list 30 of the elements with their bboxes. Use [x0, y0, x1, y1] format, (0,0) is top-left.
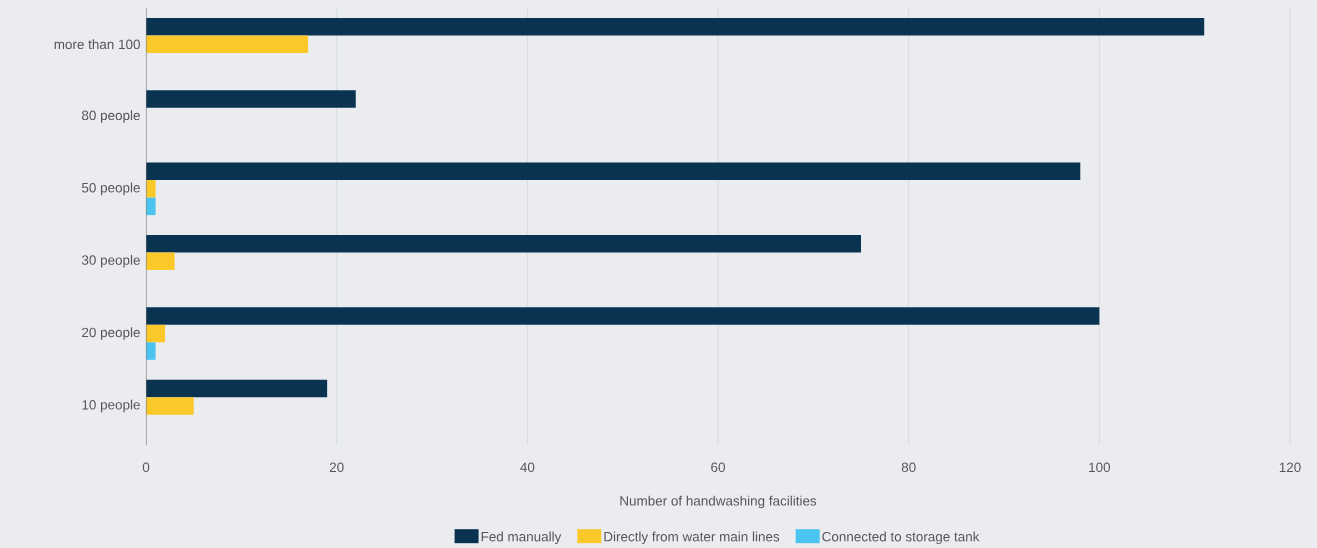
bar [146, 342, 156, 360]
x-tick-label: 100 [1089, 462, 1111, 473]
legend-label: Directly from water main lines [604, 531, 780, 545]
bar [146, 90, 356, 108]
bar [146, 379, 328, 398]
y-tick-label: 50 people [81, 182, 140, 196]
x-tick-label: 60 [711, 462, 725, 473]
y-tick-label: 10 people [82, 399, 140, 413]
bar [146, 324, 166, 343]
x-axis-title: Number of handwashing facilities [620, 495, 817, 509]
bar [146, 35, 309, 53]
y-tick-label: more than 100 [54, 39, 140, 50]
bar [146, 252, 175, 270]
x-tick-label: 0 [142, 462, 150, 473]
legend-label: Fed manually [481, 531, 562, 545]
bar [146, 397, 194, 415]
bar [146, 307, 1100, 325]
bar [146, 162, 1081, 181]
y-tick-label: 20 people [82, 327, 140, 340]
x-tick-label: 40 [520, 462, 535, 473]
x-tick-label: 20 [329, 462, 344, 473]
bar [146, 234, 862, 253]
bar [146, 17, 1205, 36]
y-tick-label: 80 people [81, 110, 140, 123]
legend-label: Connected to storage tank [822, 531, 980, 545]
bar [146, 180, 156, 198]
bar [146, 197, 156, 216]
y-tick-label: 30 people [81, 254, 140, 268]
x-tick-label: 120 [1279, 462, 1301, 473]
x-tick-label: 80 [901, 462, 916, 473]
